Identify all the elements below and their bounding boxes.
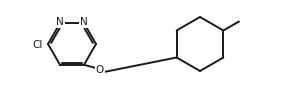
Text: O: O (96, 65, 104, 75)
Text: Cl: Cl (33, 40, 43, 50)
Text: N: N (56, 17, 64, 27)
Text: N: N (80, 17, 88, 27)
